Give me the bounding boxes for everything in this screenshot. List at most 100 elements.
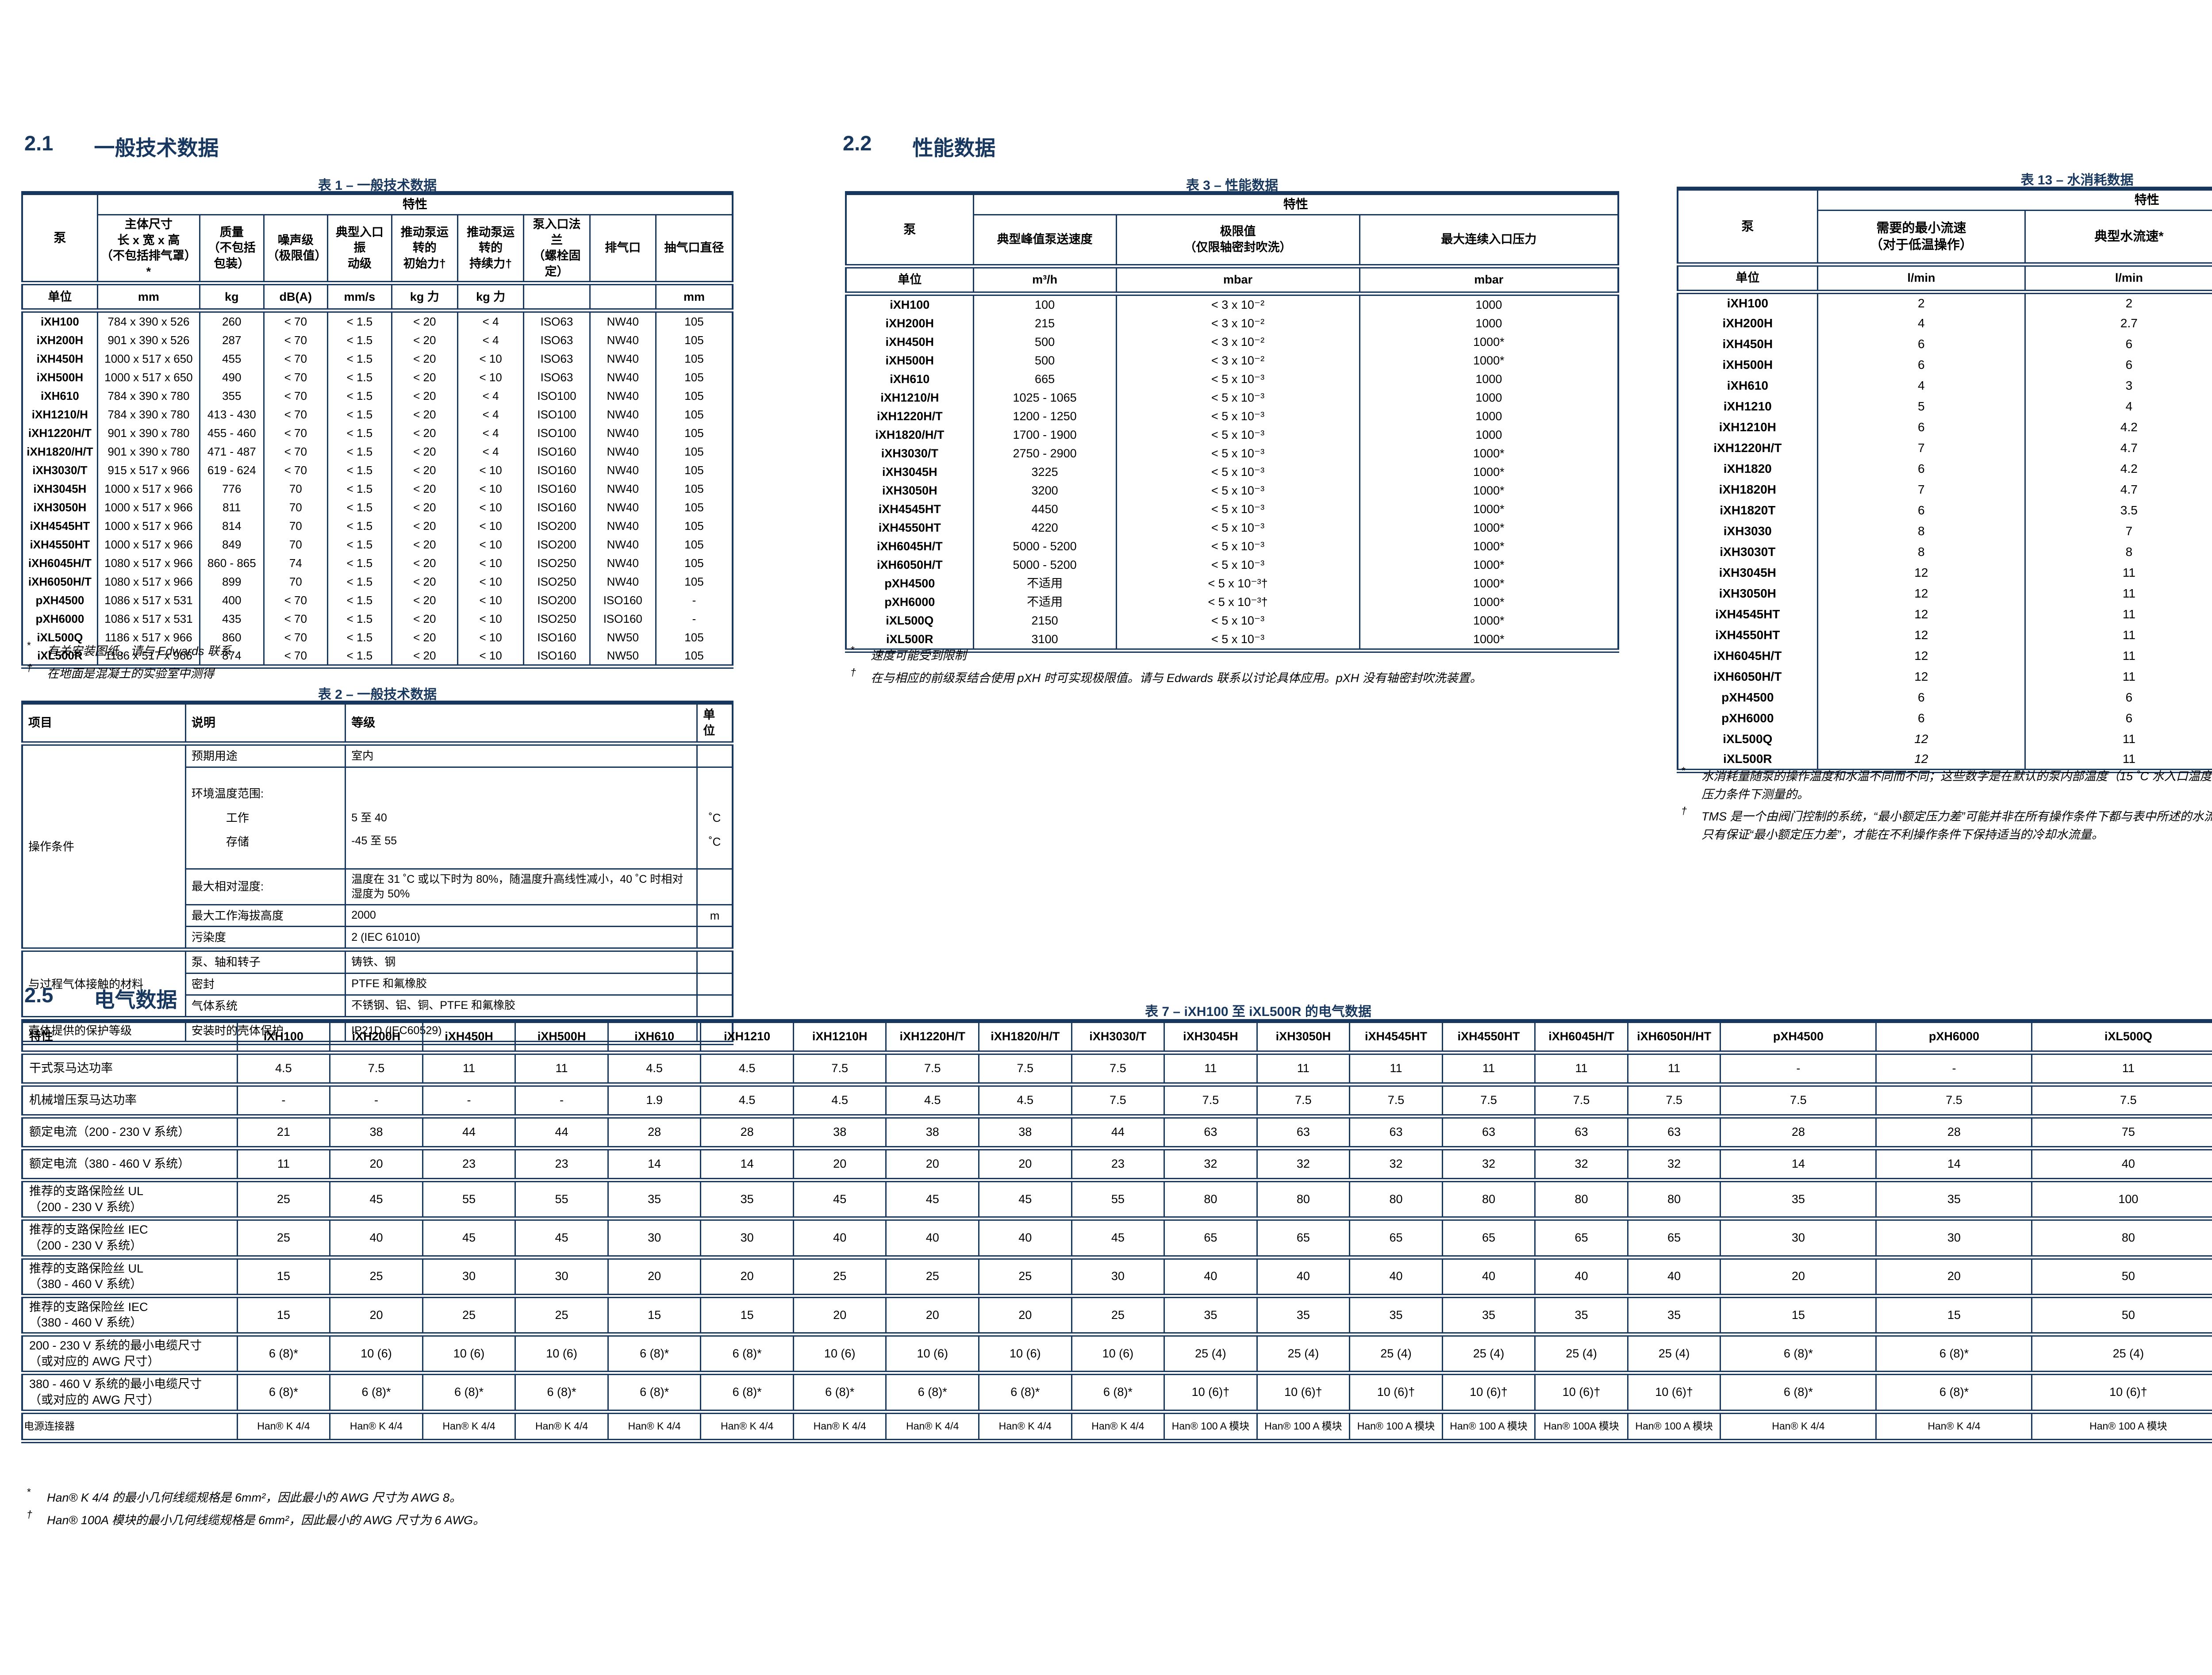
table-cell: Han® 100 A 模块 <box>1441 1411 1536 1441</box>
table-cell: < 5 x 10⁻³ <box>1115 444 1360 463</box>
table-cell: 35 <box>700 1180 794 1221</box>
table-cell: 500 <box>972 351 1117 370</box>
table-cell: 10 (6) <box>515 1334 609 1376</box>
table-cell: iXH1820 <box>1677 458 1818 479</box>
table-cell: < 70 <box>263 628 329 647</box>
footnote-marker: * <box>27 640 31 651</box>
table-cell: < 5 x 10⁻³ <box>1115 630 1360 651</box>
table-cell: 45 <box>792 1180 887 1221</box>
table-cell: 11 <box>1534 1053 1628 1087</box>
table-cell: 28 <box>1720 1116 1877 1150</box>
table-row: 密封 PTFE 和氟橡胶 <box>22 972 733 996</box>
table-cell: 814 <box>199 516 265 535</box>
table-cell: 6 (8)* <box>885 1373 980 1414</box>
table-cell: < 20 <box>391 646 458 667</box>
table-row: iXH450H 1000 x 517 x 650 455 < 70 < 1.5 < 20 <… <box>21 349 733 368</box>
table-cell: iXH4545HT <box>845 500 974 519</box>
table-cell: ISO160 <box>523 442 591 461</box>
table-cell: 15 <box>236 1257 331 1298</box>
table-cell: 5 至 40 -45 至 55 <box>345 766 698 870</box>
table-cell: 11 <box>2024 625 2212 646</box>
table-cell: 105 <box>655 368 733 387</box>
table-cell: 10 (6)† <box>1164 1373 1258 1414</box>
table-cell: 最大相对湿度: <box>184 868 346 905</box>
table-cell: kg 力 <box>391 283 458 313</box>
table-cell: 最大工作海拔高度 <box>184 904 346 927</box>
table-cell: 6 <box>2024 354 2212 376</box>
table-cell: < 20 <box>391 553 458 572</box>
footnote-text: 在地面是混凝土的实验室中测得 <box>47 667 214 680</box>
table-cell: pXH6000 <box>1677 708 1818 729</box>
section-heading-2-1: 2.1 一般技术数据 <box>24 131 219 161</box>
table-cell <box>696 994 733 1019</box>
table-cell: < 10 <box>457 349 525 368</box>
table-cell: 6 <box>1816 458 2026 479</box>
table-cell: 105 <box>655 553 733 572</box>
table-cell: 65 <box>1164 1219 1258 1260</box>
table-cell: < 10 <box>457 646 525 667</box>
table-row: iXH610431 <box>1677 375 2212 396</box>
table-cell: 490 <box>199 368 265 387</box>
table-cell: 15 <box>607 1296 702 1337</box>
table-cell: 10 (6) <box>329 1334 423 1376</box>
table-cell: 260 <box>199 310 265 331</box>
table-cell: iXH3050H <box>1677 583 1818 604</box>
table-cell: 11 <box>1441 1053 1536 1087</box>
table-cell: iXH100 <box>21 310 98 331</box>
table-cell: 单位 <box>1677 264 1818 294</box>
table-cell: < 5 x 10⁻³ <box>1115 537 1360 556</box>
table7-footnotes: * Han® K 4/4 的最小几何线缆规格是 6mm²，因此最小的 AWG 尺寸… <box>27 1486 1442 1533</box>
table-row: iXH3030871.5 <box>1677 521 2212 542</box>
table-cell: 2 (IEC 61010) <box>345 925 698 951</box>
table-cell: 6 (8)* <box>700 1334 794 1376</box>
table-cell: 50 <box>2031 1296 2212 1337</box>
table-cell: 6 <box>1816 417 2026 438</box>
table-cell: < 4 <box>457 330 525 349</box>
table-cell: 11 <box>236 1148 331 1182</box>
table-cell: 机械增压泵马达功率 <box>21 1085 238 1119</box>
table-cell: < 5 x 10⁻³† <box>1115 593 1360 612</box>
table-cell: 105 <box>655 460 733 479</box>
table-cell: 与过程气体接触的材料 <box>21 947 186 1019</box>
table-cell: < 70 <box>263 423 329 442</box>
table-cell: 63 <box>1164 1116 1258 1150</box>
table-cell: 1080 x 517 x 966 <box>96 553 201 572</box>
table-cell: 极限值 （仅限轴密封吹洗） <box>1115 215 1360 268</box>
table-cell: 105 <box>655 535 733 554</box>
table-row: iXH6045H/T 1080 x 517 x 966 860 - 865 74 < 1… <box>21 553 733 572</box>
table-row: 典型峰值泵送速度 极限值 （仅限轴密封吹洗） 最大连续入口压力 <box>846 215 1619 268</box>
table-cell: 7 <box>1816 437 2026 459</box>
footnote: † TMS 是一个由阀门控制的系统，“最小额定压力差”可能并非在所有操作条件下都与… <box>1681 805 2212 843</box>
table-cell: 35 <box>1627 1296 1721 1337</box>
table-cell: 70 <box>263 498 329 517</box>
table-cell: iXH4545HT <box>1349 1020 1443 1055</box>
table-cell: 35 <box>607 1180 702 1221</box>
table-cell: < 1.5 <box>327 460 392 479</box>
table-cell: < 5 x 10⁻³ <box>1115 425 1360 445</box>
table-cell: 287 <box>199 330 265 349</box>
table-cell: iXH1220H/T <box>21 423 98 442</box>
table-cell: 1000* <box>1359 444 1619 463</box>
table-cell: iXH500H <box>515 1020 609 1055</box>
table-cell: 10 (6)† <box>1256 1373 1351 1414</box>
table-cell: iXH3030/T <box>845 444 974 463</box>
table-cell: < 20 <box>391 310 458 331</box>
table-cell: 1000 x 517 x 966 <box>96 535 201 554</box>
table-cell: Han® 100 A 模块 <box>1349 1411 1443 1441</box>
table-cell: 4.5 <box>700 1085 794 1119</box>
table-cell: 污染度 <box>184 925 346 951</box>
table-cell: mbar <box>1115 266 1360 296</box>
table-cell: ˚C ˚C <box>696 766 733 870</box>
table-cell: iXH610 <box>607 1020 702 1055</box>
table-cell: 7.5 <box>1875 1085 2033 1119</box>
table-cell: 65 <box>1441 1219 1536 1260</box>
table-cell: iXH1820/H/T <box>845 425 974 445</box>
table-cell: 4.7 <box>2024 437 2212 459</box>
table-cell: 推荐的支路保险丝 IEC （380 - 460 V 系统） <box>21 1296 238 1337</box>
table-cell: 单位 <box>845 266 974 296</box>
table-cell: iXH1820T <box>1677 500 1818 521</box>
table-cell: 6 <box>1816 687 2026 708</box>
table-cell: 200 - 230 V 系统的最小电缆尺寸 （或对应的 AWG 尺寸） <box>21 1334 238 1376</box>
